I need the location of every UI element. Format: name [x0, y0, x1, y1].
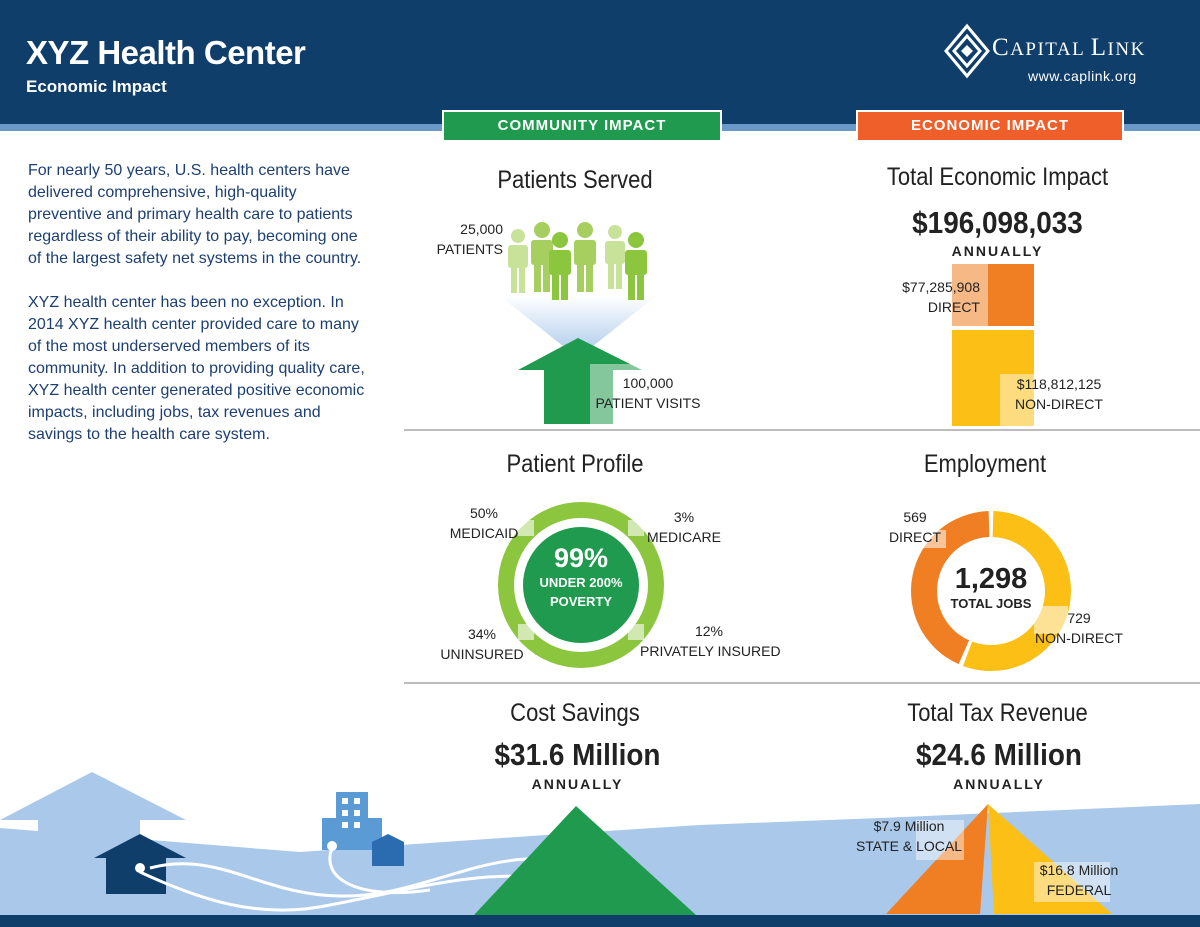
intro-text: For nearly 50 years, U.S. health centers…: [28, 160, 368, 468]
medicare-label: 3% MEDICARE: [644, 507, 724, 547]
medicaid-label: 50% MEDICAID: [444, 503, 524, 543]
total-jobs-label: TOTAL JOBS: [950, 596, 1032, 611]
nondirect-impact-bar: [952, 330, 1034, 426]
house-icon: [94, 834, 186, 858]
state-local-tax-value: $7.9 Million: [873, 818, 945, 834]
poverty-percent: 99%: [553, 543, 609, 573]
people-icon: [508, 225, 625, 293]
federal-tax-value: $16.8 Million: [1039, 862, 1119, 878]
uninsured-text: UNINSURED: [440, 646, 524, 662]
direct-impact-text: DIRECT: [927, 299, 980, 315]
footer-bar: [0, 915, 1200, 927]
tax-revenue-title: Total Tax Revenue: [907, 699, 1088, 727]
capital-link-logo-icon: [944, 23, 990, 79]
header-banner: [0, 0, 1200, 124]
poverty-line1: UNDER 200%: [539, 575, 623, 590]
economic-impact-period: ANNUALLY: [951, 243, 1044, 259]
patients-value: 25,000: [460, 221, 503, 237]
section-divider: [404, 429, 1200, 431]
visits-label: PATIENT VISITS: [595, 395, 701, 411]
uninsured-value: 34%: [467, 626, 497, 642]
page-subtitle: Economic Impact: [26, 77, 167, 96]
connecting-road-lines: [139, 847, 561, 912]
medicare-value: 3%: [673, 509, 695, 525]
hospital-building-icon: [322, 792, 404, 866]
patient-profile-title: Patient Profile: [506, 450, 644, 478]
direct-jobs-arc: [911, 511, 990, 665]
tax-revenue-value: $24.6 Million: [916, 737, 1082, 772]
intro-paragraph-2: XYZ health center has been no exception.…: [28, 294, 365, 443]
section-divider: [404, 682, 1200, 684]
cost-savings-value: $31.6 Million: [494, 737, 661, 772]
state-local-tax-label: $7.9 Million STATE & LOCAL: [852, 816, 966, 856]
poverty-line2: POVERTY: [549, 594, 613, 609]
tax-revenue-period: ANNUALLY: [953, 776, 1045, 792]
uninsured-label: 34% UNINSURED: [438, 624, 526, 664]
cost-savings-triangle: [474, 806, 696, 915]
patient-profile-donut: [498, 502, 664, 668]
total-jobs-value: 1,298: [954, 563, 1028, 595]
nondirect-impact-value: $118,812,125: [1016, 376, 1102, 392]
economic-impact-title: Total Economic Impact: [886, 163, 1109, 191]
direct-impact-label: $77,285,908 DIRECT: [880, 277, 980, 317]
medicaid-text: MEDICAID: [449, 525, 519, 541]
poverty-center-label: 99% UNDER 200% POVERTY: [520, 543, 642, 611]
intro-paragraph-1: For nearly 50 years, U.S. health centers…: [28, 162, 362, 267]
medicare-text: MEDICARE: [647, 529, 721, 545]
patients-served-title: Patients Served: [497, 166, 653, 194]
landscape-illustration: [0, 772, 1200, 927]
employment-donut-chart: [911, 511, 1071, 671]
patients-label: PATIENTS: [436, 241, 503, 257]
nondirect-jobs-text: NON-DIRECT: [1035, 630, 1123, 646]
total-jobs-center: 1,298 TOTAL JOBS: [940, 563, 1042, 613]
tab-community-impact: COMMUNITY IMPACT: [442, 110, 722, 142]
nondirect-impact-label: $118,812,125 NON-DIRECT: [1002, 374, 1116, 414]
page-title: XYZ Health Center: [26, 34, 306, 71]
cost-savings-period: ANNUALLY: [531, 776, 624, 792]
employment-title: Employment: [923, 450, 1047, 478]
patient-visits-label: 100,000 PATIENT VISITS: [588, 373, 708, 413]
direct-jobs-text: DIRECT: [888, 529, 942, 545]
direct-impact-bar: [952, 264, 1034, 326]
patients-served-graphic: [500, 222, 656, 424]
tax-revenue-pyramid: [886, 804, 1112, 914]
logo-url: www.caplink.org: [1028, 68, 1137, 84]
federal-tax-text: FEDERAL: [1046, 882, 1112, 898]
direct-impact-value: $77,285,908: [902, 279, 980, 295]
economic-impact-value: $196,098,033: [912, 205, 1083, 240]
private-insurance-label: 12% PRIVATELY INSURED: [640, 621, 781, 661]
patients-count-label: 25,000 PATIENTS: [425, 219, 503, 259]
federal-tax-label: $16.8 Million FEDERAL: [1030, 860, 1128, 900]
tab-economic-impact: ECONOMIC IMPACT: [856, 110, 1124, 142]
nondirect-jobs-value: 729: [1067, 610, 1091, 626]
state-local-tax-text: STATE & LOCAL: [855, 838, 963, 854]
private-text: PRIVATELY INSURED: [640, 643, 781, 659]
nondirect-jobs-label: 729 NON-DIRECT: [1030, 608, 1128, 648]
nondirect-impact-text: NON-DIRECT: [1015, 396, 1103, 412]
direct-jobs-label: 569 DIRECT: [880, 507, 950, 547]
economic-impact-bar-chart: [952, 264, 1034, 426]
logo-name: CAPITAL LINK: [992, 34, 1146, 61]
direct-jobs-value: 569: [903, 509, 927, 525]
private-value: 12%: [694, 623, 724, 639]
cost-savings-title: Cost Savings: [510, 699, 640, 727]
visits-value: 100,000: [622, 375, 674, 391]
medicaid-value: 50%: [469, 505, 499, 521]
